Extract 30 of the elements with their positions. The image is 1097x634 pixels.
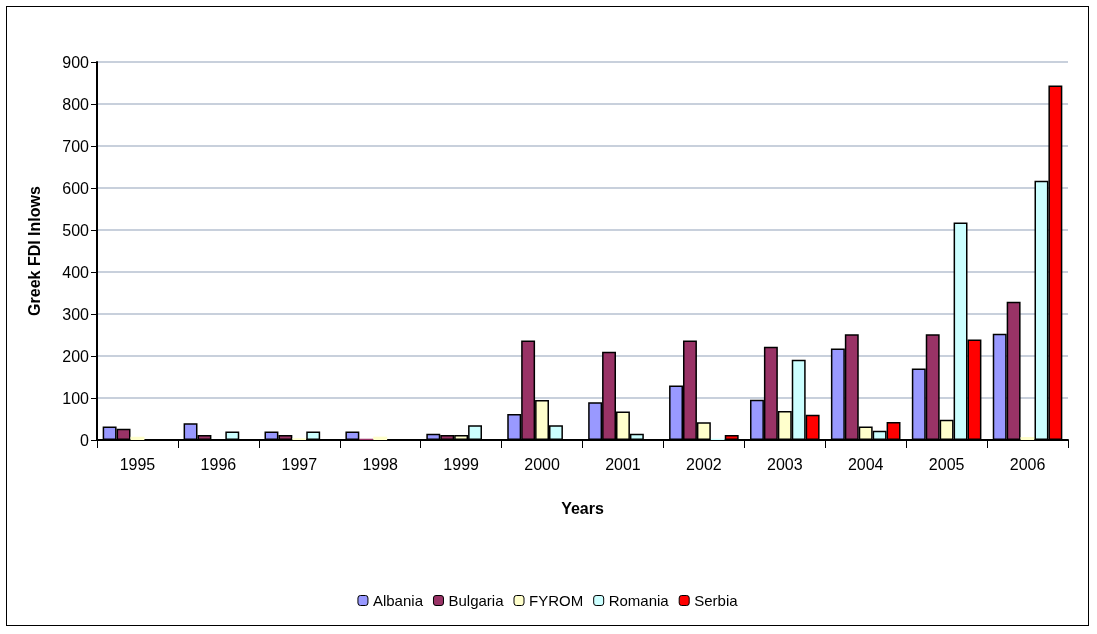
legend-label: Romania [608, 592, 670, 609]
x-tick-label: 1996 [200, 455, 237, 473]
x-tick-label: 2003 [766, 455, 803, 473]
y-tick-label: 200 [62, 347, 90, 365]
y-tick-label: 900 [62, 53, 90, 71]
y-tick-label: 600 [62, 179, 90, 197]
y-tick-label: 300 [62, 305, 90, 323]
y-tick-label: 400 [62, 263, 90, 281]
legend-label: Albania [372, 592, 424, 609]
bar [1020, 437, 1035, 440]
x-tick-label: 2006 [1009, 455, 1046, 473]
legend-label: FYROM [529, 592, 584, 609]
x-tick-label: 1997 [281, 455, 318, 473]
y-tick-label: 100 [62, 389, 90, 407]
legend-label: Serbia [694, 592, 739, 609]
x-tick-label: 2001 [605, 455, 641, 473]
y-axis-title: Greek FDI Inlows [25, 185, 43, 316]
x-tick-label: 2005 [928, 455, 965, 473]
x-tick-label: 1995 [119, 455, 156, 473]
x-tick-label: 2000 [524, 455, 560, 473]
x-tick-label: 1998 [362, 455, 399, 473]
x-tick-label: 2004 [847, 455, 884, 473]
y-tick-label: 0 [80, 431, 90, 449]
y-tick-label: 500 [62, 221, 90, 239]
x-axis-title: Years [561, 499, 604, 517]
y-tick-label: 800 [62, 95, 90, 113]
legend-label: Bulgaria [448, 592, 505, 609]
x-tick-label: 2002 [686, 455, 722, 473]
y-tick-label: 700 [62, 137, 90, 155]
x-tick-label: 1999 [443, 455, 480, 473]
